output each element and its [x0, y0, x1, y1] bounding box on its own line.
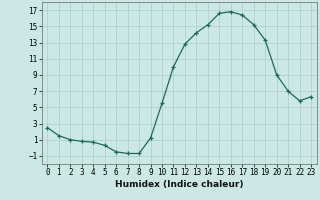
X-axis label: Humidex (Indice chaleur): Humidex (Indice chaleur): [115, 180, 244, 189]
